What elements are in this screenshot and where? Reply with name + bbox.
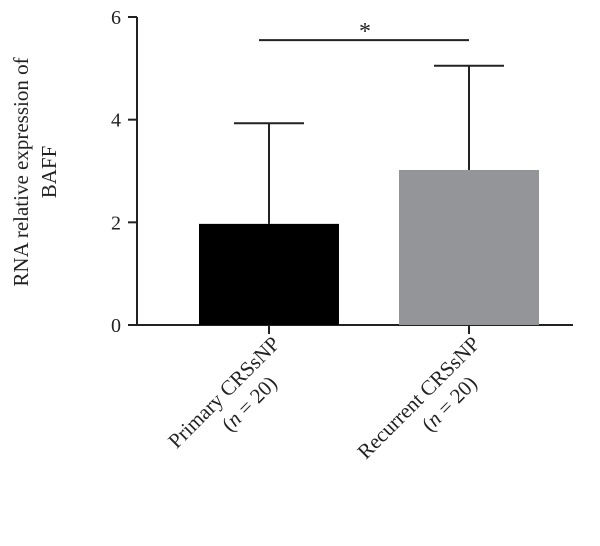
bar xyxy=(399,169,539,325)
y-axis-label: RNA relative expression of BAFF xyxy=(9,57,61,286)
y-axis-label-line-2: BAFF xyxy=(37,146,61,199)
x-category-label: Recurrent CRSsNP(n = 20) xyxy=(352,332,484,464)
y-tick-label: 0 xyxy=(111,315,121,337)
bar xyxy=(199,223,339,325)
significance-label: * xyxy=(359,19,371,45)
y-tick-label: 4 xyxy=(111,110,121,132)
error-bars xyxy=(234,64,504,224)
y-tick-label: 6 xyxy=(111,7,121,29)
y-tick-label: 2 xyxy=(111,212,121,234)
x-category-label: Primary CRSsNP(n = 20) xyxy=(163,332,284,453)
y-axis: 0 2 4 6 xyxy=(111,7,138,337)
x-axis-category-labels: Primary CRSsNP(n = 20) Recurrent CRSsNP(n… xyxy=(163,332,484,464)
y-axis-label-line-1: RNA relative expression of xyxy=(9,57,33,286)
bars xyxy=(199,169,539,325)
significance-annotation: * xyxy=(259,19,469,45)
x-axis xyxy=(137,324,573,334)
